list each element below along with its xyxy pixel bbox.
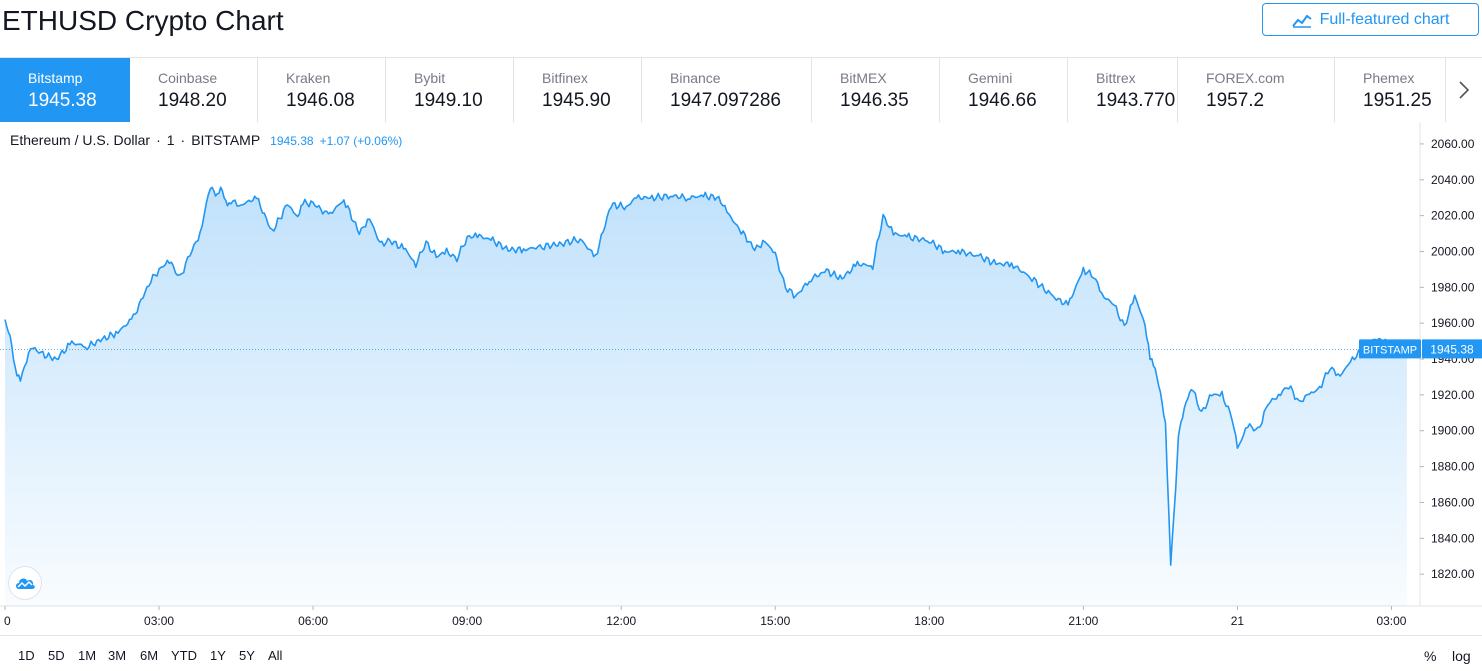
tab-name: Bitfinex xyxy=(542,70,588,86)
full-featured-chart-button[interactable]: Full-featured chart xyxy=(1262,3,1479,36)
legend-interval: 1 xyxy=(166,132,175,148)
y-tick-label: 1860.00 xyxy=(1431,495,1475,509)
period-1d[interactable]: 1D xyxy=(18,648,35,663)
tab-name: Binance xyxy=(670,70,721,86)
tab-binance[interactable]: Binance 1947.097286 xyxy=(642,58,812,122)
y-tick-label: 1880.00 xyxy=(1431,460,1475,474)
x-tick-label: 21:00 xyxy=(1068,614,1098,628)
tab-price: 1948.20 xyxy=(158,90,227,111)
x-tick-label: 09:00 xyxy=(452,614,482,628)
x-tick-label: 06:00 xyxy=(298,614,328,628)
tab-name: Phemex xyxy=(1363,70,1415,86)
period-6m[interactable]: 6M xyxy=(140,648,159,663)
period-5y[interactable]: 5Y xyxy=(239,648,255,663)
tabs-next-button[interactable] xyxy=(1446,58,1482,122)
x-tick-label: 03:00 xyxy=(144,614,174,628)
legend-price: 1945.38 xyxy=(270,134,314,148)
tab-price: 1946.08 xyxy=(286,90,355,111)
price-line xyxy=(4,186,1408,566)
tradingview-logo[interactable] xyxy=(9,567,41,599)
tab-name: Kraken xyxy=(286,70,331,86)
period-1m[interactable]: 1M xyxy=(78,648,97,663)
tab-name: Bitstamp xyxy=(28,70,83,86)
y-tick-label: 2040.00 xyxy=(1431,173,1475,187)
percent-scale-button[interactable]: % xyxy=(1424,648,1437,664)
last-price-exchange-label: BITSTAMP xyxy=(1363,344,1417,356)
tab-name: FOREX.com xyxy=(1206,70,1285,86)
exchange-tabs: Bitstamp 1945.38 Coinbase 1948.20 Kraken… xyxy=(0,57,1482,122)
chart-line-icon xyxy=(1291,14,1312,28)
y-tick-label: 1820.00 xyxy=(1431,567,1475,581)
legend-exchange: BITSTAMP xyxy=(191,132,261,148)
tab-name: Bittrex xyxy=(1096,70,1136,86)
tab-bitmex[interactable]: BitMEX 1946.35 xyxy=(812,58,940,122)
y-tick-label: 2020.00 xyxy=(1431,209,1475,223)
x-tick-label: 21 xyxy=(1231,614,1245,628)
x-tick-label: 12:00 xyxy=(606,614,636,628)
period-ytd[interactable]: YTD xyxy=(171,648,197,663)
price-chart[interactable]: 2060.00 2040.00 2020.00 2000.00 1980.00 1960.… xyxy=(0,122,1482,635)
y-tick-label: 1960.00 xyxy=(1431,316,1475,330)
period-1y[interactable]: 1Y xyxy=(210,648,226,663)
y-tick-label: 1920.00 xyxy=(1431,388,1475,402)
legend-symbol: Ethereum / U.S. Dollar xyxy=(10,132,151,148)
tab-coinbase[interactable]: Coinbase 1948.20 xyxy=(130,58,258,122)
page-title: ETHUSD Crypto Chart xyxy=(2,5,284,36)
legend-change: +1.07 (+0.06%) xyxy=(319,134,403,148)
last-price-exchange-badge xyxy=(1359,339,1421,359)
chart-legend: Ethereum / U.S. Dollar · 1 · BITSTAMP 19… xyxy=(10,132,402,148)
tab-price: 1945.90 xyxy=(542,90,611,111)
tab-price: 1946.66 xyxy=(968,90,1037,111)
y-tick-label: 2060.00 xyxy=(1431,137,1475,151)
tab-bitfinex[interactable]: Bitfinex 1945.90 xyxy=(514,58,642,122)
tab-name: BitMEX xyxy=(840,70,887,86)
period-5d[interactable]: 5D xyxy=(48,648,65,663)
x-tick-label: 15:00 xyxy=(760,614,790,628)
tab-phemex[interactable]: Phemex 1951.25 xyxy=(1335,58,1446,122)
legend-separator: · xyxy=(180,132,186,148)
period-bar: 1D 5D 1M 3M 6M YTD 1Y 5Y All % log xyxy=(0,635,1482,671)
x-tick-label: 0 xyxy=(4,614,11,628)
tab-forex-com[interactable]: FOREX.com 1957.2 xyxy=(1178,58,1335,122)
last-price-value-badge xyxy=(1422,339,1482,359)
full-featured-chart-label: Full-featured chart xyxy=(1319,10,1450,28)
tab-price: 1943.770 xyxy=(1096,90,1176,111)
period-3m[interactable]: 3M xyxy=(108,648,127,663)
legend-separator: · xyxy=(156,132,161,148)
tab-price: 1947.097286 xyxy=(670,90,781,111)
y-tick-label: 2000.00 xyxy=(1431,244,1475,258)
price-area-fill xyxy=(5,187,1407,607)
tab-bittrex[interactable]: Bittrex 1943.770 xyxy=(1068,58,1178,122)
tab-price: 1949.10 xyxy=(414,90,483,111)
period-all[interactable]: All xyxy=(268,648,283,663)
y-tick-label: 1900.00 xyxy=(1431,424,1475,438)
tab-gemini[interactable]: Gemini 1946.66 xyxy=(940,58,1068,122)
tab-name: Gemini xyxy=(968,70,1013,86)
tab-bitstamp[interactable]: Bitstamp 1945.38 xyxy=(0,58,130,122)
tab-price: 1945.38 xyxy=(28,90,97,111)
x-tick-label: 18:00 xyxy=(914,614,944,628)
tab-kraken[interactable]: Kraken 1946.08 xyxy=(258,58,386,122)
last-price-value-label: 1945.38 xyxy=(1430,342,1474,356)
tab-price: 1951.25 xyxy=(1363,90,1432,111)
cloud-logo-icon xyxy=(16,578,35,589)
log-scale-button[interactable]: log xyxy=(1452,648,1471,664)
tab-price: 1946.35 xyxy=(840,90,909,111)
x-tick-label: 03:00 xyxy=(1376,614,1406,628)
tab-bybit[interactable]: Bybit 1949.10 xyxy=(386,58,514,122)
tab-name: Bybit xyxy=(414,70,446,86)
tab-name: Coinbase xyxy=(158,70,218,86)
tab-price: 1957.2 xyxy=(1206,90,1265,111)
y-tick-label: 1980.00 xyxy=(1431,280,1475,294)
chevron-right-icon xyxy=(1459,81,1470,99)
y-tick-label: 1840.00 xyxy=(1431,531,1475,545)
